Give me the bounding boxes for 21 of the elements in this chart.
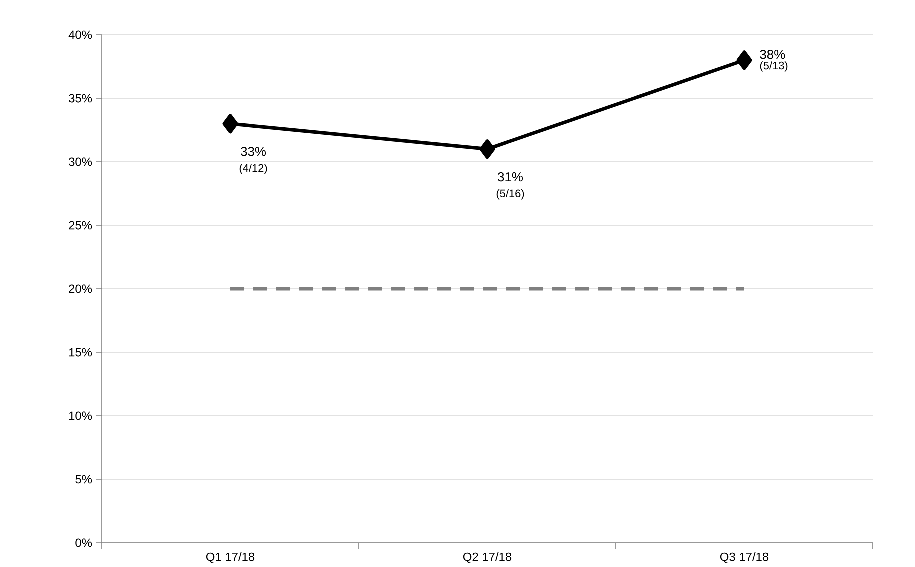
point	[736, 50, 752, 70]
y-tick-label: 20%	[69, 284, 92, 294]
data-label: 38%	[760, 50, 786, 60]
point	[222, 114, 238, 134]
x-tick-label: Q2 17/18	[463, 552, 512, 564]
y-tick-label: 15%	[69, 348, 92, 357]
x-tick-label: Q3 17/18	[720, 552, 769, 564]
data-label: 31%	[498, 172, 524, 182]
y-tick-label: 25%	[69, 221, 92, 230]
y-tick-label: 10%	[69, 412, 92, 420]
data-label: 33%	[241, 147, 266, 156]
y-tick-label: 40%	[68, 30, 92, 40]
y-tick-label: 0%	[76, 538, 92, 548]
annotation: (5/16)	[496, 190, 524, 200]
y-tick-label: 30%	[69, 158, 92, 166]
x-tick-label: Q1 17/18	[206, 552, 255, 564]
point	[480, 140, 496, 160]
annotation: (4/12)	[240, 164, 268, 174]
annotation: (5/13)	[760, 62, 788, 72]
y-tick-label: 35%	[69, 94, 92, 103]
y-tick-label: 5%	[76, 475, 92, 484]
